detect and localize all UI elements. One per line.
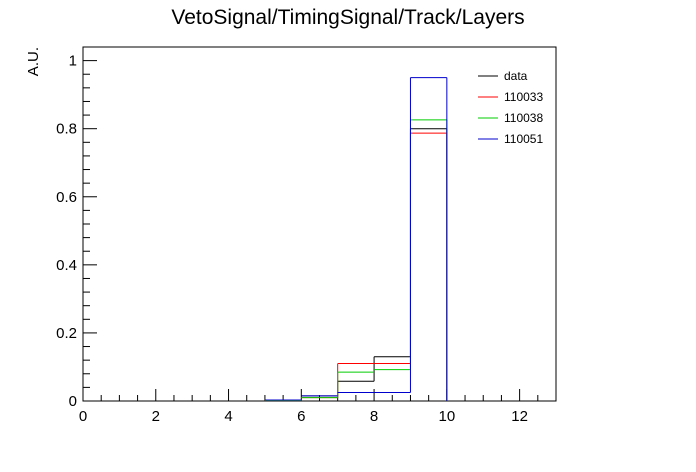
legend-label: 110051	[504, 132, 543, 146]
series-110038	[264, 119, 448, 401]
series-110033	[264, 132, 448, 401]
y-tick-label: 0.6	[56, 189, 77, 206]
series-110051	[264, 77, 448, 401]
legend-label: 110033	[504, 90, 543, 104]
x-tick-label: 0	[79, 408, 87, 425]
x-tick-label: 4	[224, 408, 232, 425]
plot-frame	[82, 46, 557, 402]
x-tick-label: 2	[152, 408, 160, 425]
series-data	[301, 128, 448, 401]
x-tick-label: 6	[297, 408, 305, 425]
legend: data 110033 110038 110051	[478, 69, 543, 146]
x-tick-label: 10	[439, 408, 456, 425]
y-tick-label: 0	[69, 393, 77, 410]
x-tick-label: 8	[370, 408, 378, 425]
y-tick-label: 0.8	[56, 121, 77, 138]
histogram-series	[264, 77, 448, 401]
x-tick-label: 12	[511, 408, 528, 425]
chart-title: VetoSignal/TimingSignal/Track/Layers	[171, 6, 524, 29]
axes: 0 2 4 6 8 10 12 0 0.2 0.4 0.6 0.8 1	[56, 46, 557, 425]
y-tick-label: 0.2	[56, 325, 77, 342]
y-tick-label: 0.4	[56, 257, 77, 274]
legend-label: data	[504, 69, 528, 83]
y-axis-label: A.U.	[25, 47, 42, 76]
legend-label: 110038	[504, 111, 543, 125]
y-tick-label: 1	[69, 53, 77, 70]
